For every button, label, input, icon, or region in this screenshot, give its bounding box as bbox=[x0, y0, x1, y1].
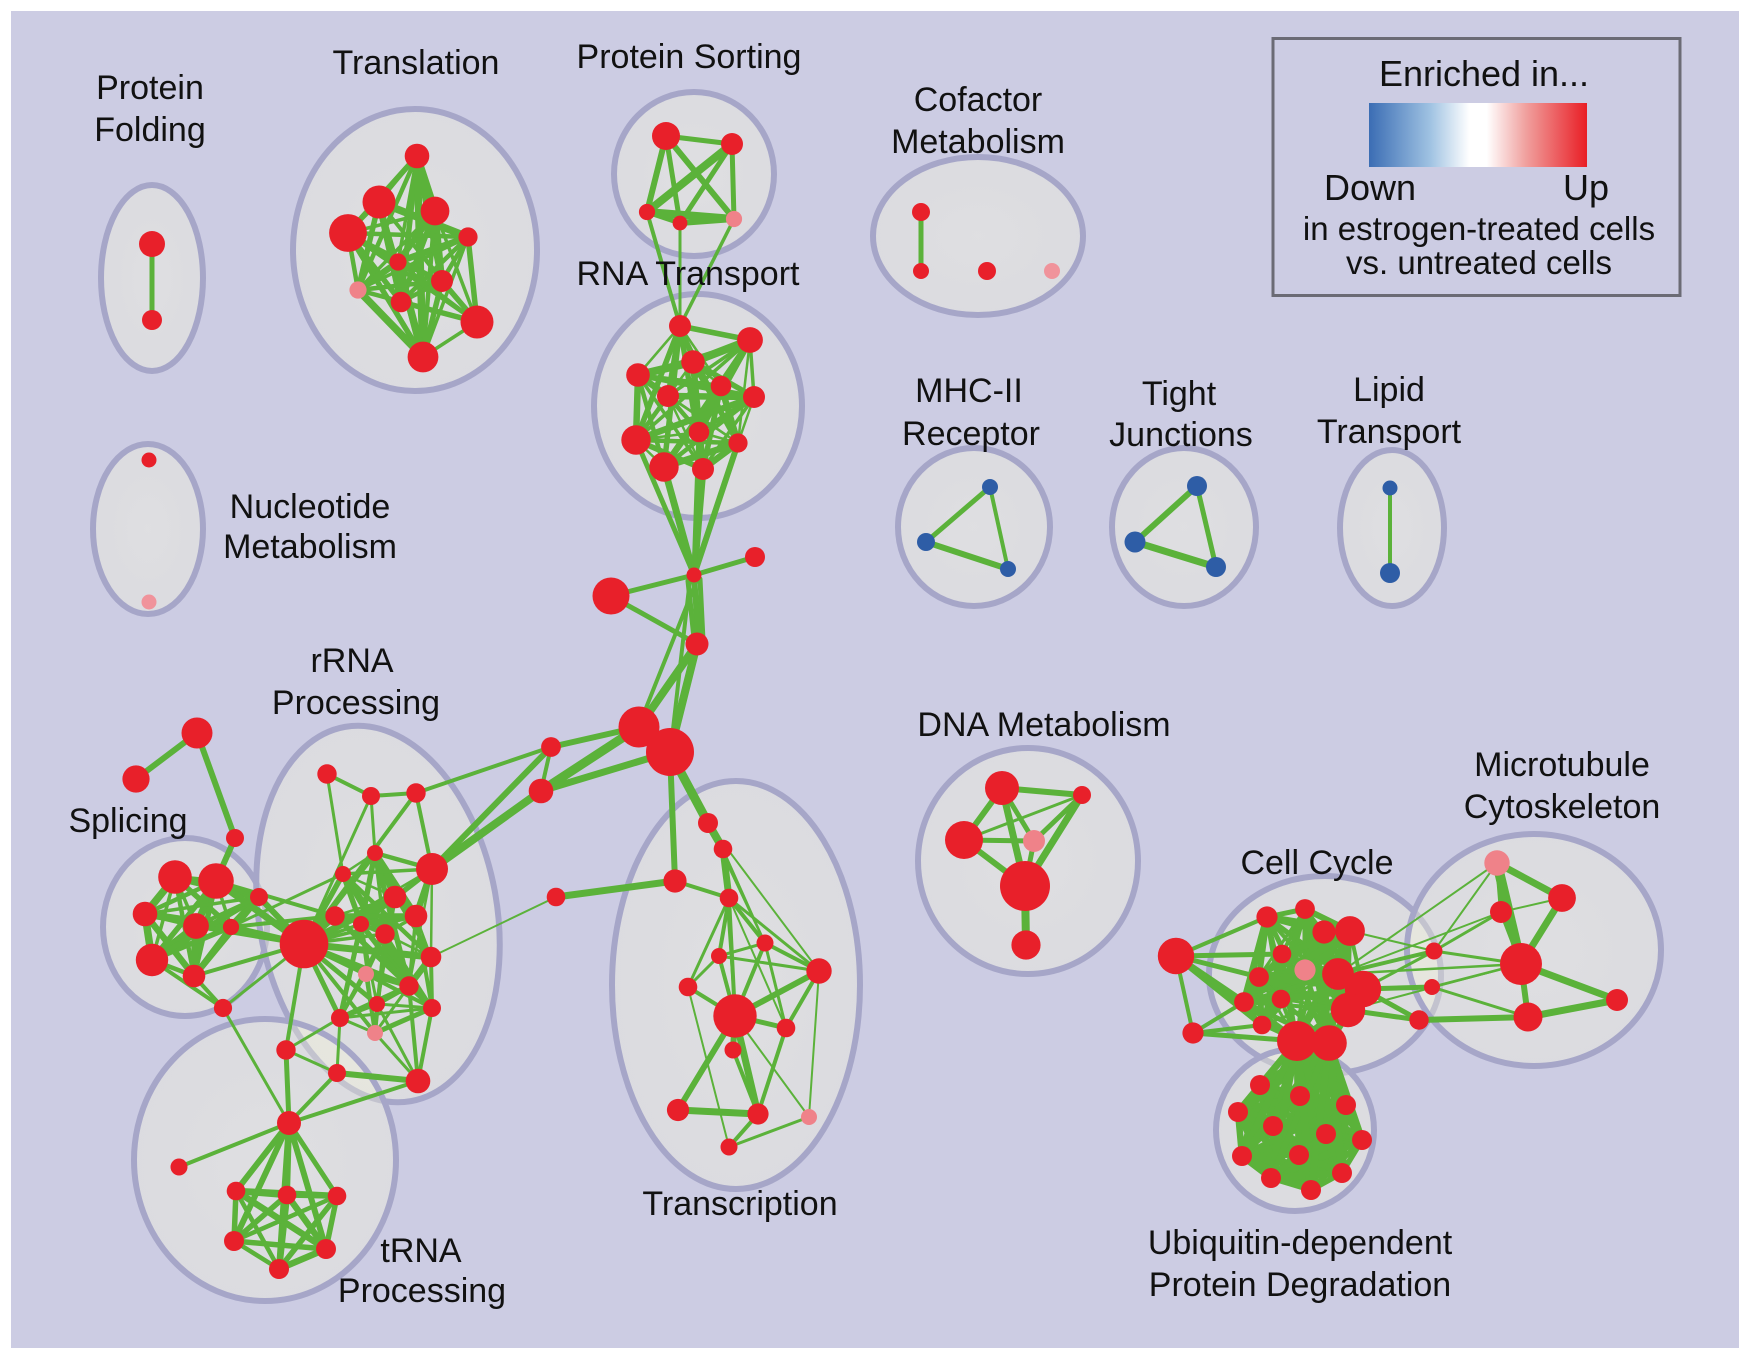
svg-text:Microtubule: Microtubule bbox=[1474, 746, 1650, 784]
svg-text:Ubiquitin-dependent: Ubiquitin-dependent bbox=[1148, 1224, 1453, 1262]
svg-text:Folding: Folding bbox=[94, 111, 206, 149]
svg-text:Receptor: Receptor bbox=[902, 415, 1040, 453]
svg-text:Protein Degradation: Protein Degradation bbox=[1149, 1266, 1451, 1304]
svg-text:Cofactor: Cofactor bbox=[914, 81, 1043, 119]
svg-text:Protein Sorting: Protein Sorting bbox=[577, 38, 802, 76]
svg-text:Processing: Processing bbox=[338, 1272, 506, 1310]
svg-text:Processing: Processing bbox=[272, 684, 440, 722]
svg-text:tRNA: tRNA bbox=[380, 1232, 462, 1270]
svg-text:Up: Up bbox=[1563, 167, 1609, 208]
svg-text:DNA Metabolism: DNA Metabolism bbox=[917, 706, 1170, 744]
svg-text:Transport: Transport bbox=[1317, 413, 1462, 451]
svg-text:Cytoskeleton: Cytoskeleton bbox=[1464, 788, 1661, 826]
svg-text:Metabolism: Metabolism bbox=[891, 123, 1065, 161]
svg-text:Metabolism: Metabolism bbox=[223, 528, 397, 566]
svg-text:MHC-II: MHC-II bbox=[915, 372, 1023, 410]
svg-text:Splicing: Splicing bbox=[68, 802, 187, 840]
svg-text:Cell Cycle: Cell Cycle bbox=[1240, 844, 1393, 882]
svg-text:Protein: Protein bbox=[96, 69, 204, 107]
svg-text:vs. untreated cells: vs. untreated cells bbox=[1346, 244, 1612, 281]
svg-text:in estrogen-treated cells: in estrogen-treated cells bbox=[1303, 210, 1655, 247]
svg-text:Junctions: Junctions bbox=[1109, 416, 1253, 454]
svg-text:Enriched in...: Enriched in... bbox=[1379, 53, 1589, 94]
svg-text:Down: Down bbox=[1324, 167, 1416, 208]
svg-text:Translation: Translation bbox=[333, 44, 500, 82]
svg-text:RNA Transport: RNA Transport bbox=[577, 255, 801, 293]
svg-text:rRNA: rRNA bbox=[310, 642, 393, 680]
svg-text:Tight: Tight bbox=[1142, 375, 1217, 413]
svg-text:Nucleotide: Nucleotide bbox=[230, 488, 391, 526]
svg-text:Lipid: Lipid bbox=[1353, 371, 1425, 409]
svg-text:Transcription: Transcription bbox=[642, 1185, 837, 1223]
